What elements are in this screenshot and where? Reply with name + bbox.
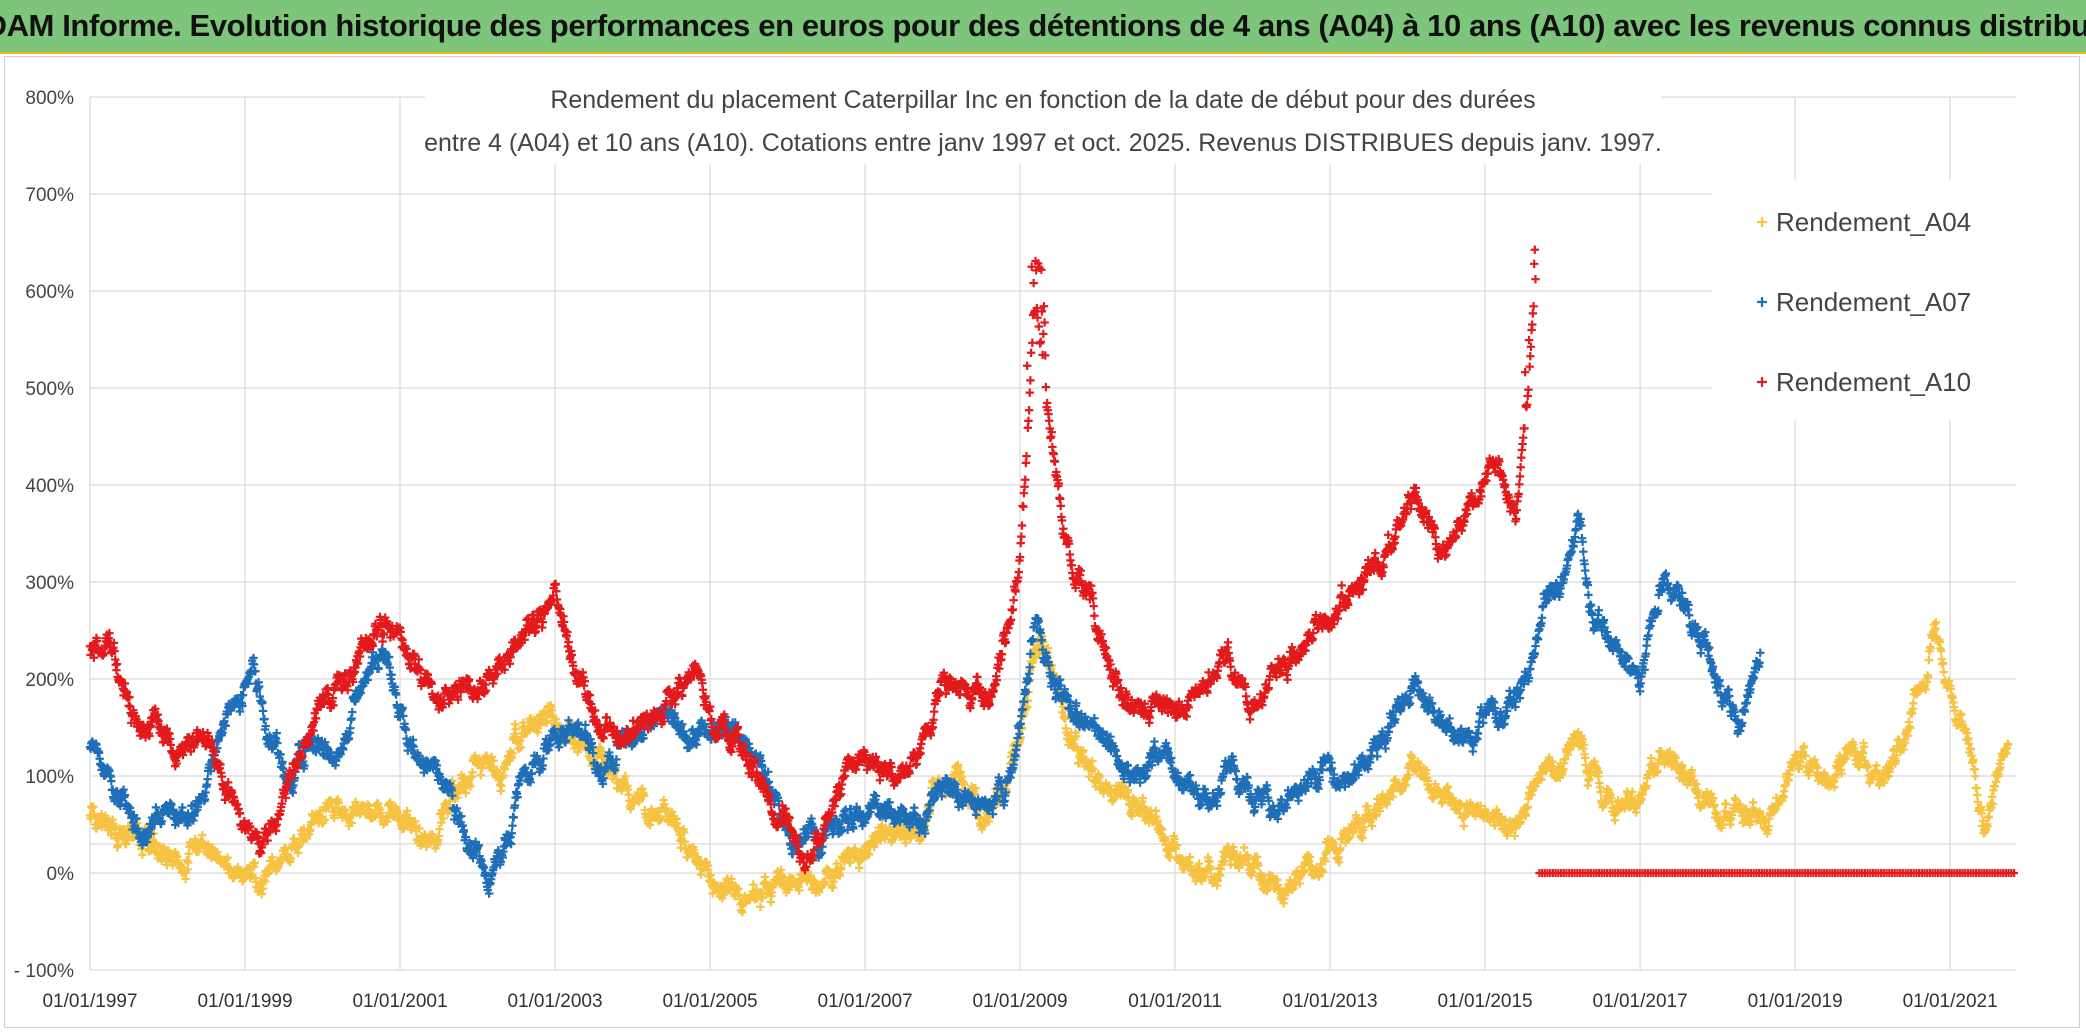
y-tick-label: 500% [25, 379, 74, 400]
banner-title: ADAM Informe. Evolution historique des p… [0, 8, 2086, 43]
data-point [191, 834, 200, 844]
data-point [98, 822, 107, 832]
y-tick-label: 200% [25, 670, 74, 691]
data-point [260, 877, 270, 886]
data-point [1748, 798, 1758, 807]
y-tick-label: 800% [25, 88, 74, 109]
data-point [509, 813, 518, 822]
y-tick-label: 0% [47, 864, 75, 885]
series-Rendement_A04 [85, 618, 2013, 917]
x-tick-label: 01/01/1997 [42, 991, 137, 1012]
x-axis-ticks: 01/01/1997 01/01/1999 01/01/2001 01/01/2003… [42, 991, 1997, 1012]
x-tick-label: 01/01/2001 [352, 991, 447, 1012]
x-tick-label: 01/01/2015 [1438, 991, 1533, 1012]
data-point [849, 824, 858, 833]
data-point [1459, 821, 1468, 831]
y-tick-label: 400% [25, 476, 74, 497]
data-point [1924, 655, 1934, 665]
data-point [340, 806, 350, 815]
data-point [138, 850, 147, 859]
data-point [168, 861, 177, 870]
data-point [334, 798, 343, 808]
data-point [1987, 792, 1997, 801]
data-point [223, 853, 232, 862]
data-point [315, 806, 325, 815]
x-tick-label: 01/01/2009 [973, 991, 1068, 1012]
data-point [1909, 699, 1918, 708]
y-tick-label: 300% [25, 573, 74, 594]
y-tick-label: 100% [25, 767, 74, 788]
data-point [258, 706, 268, 716]
data-point [1150, 737, 1159, 746]
data-point [508, 821, 517, 830]
data-point [258, 884, 268, 893]
x-tick-label: 01/01/1999 [197, 991, 292, 1012]
x-tick-label: 01/01/2019 [1748, 991, 1843, 1012]
data-point [1610, 816, 1620, 825]
y-tick-label: 700% [25, 185, 74, 206]
data-point [347, 818, 356, 828]
data-point [280, 843, 289, 852]
report-banner: ADAM Informe. Evolution historique des p… [0, 0, 2086, 54]
x-tick-label: 01/01/2013 [1283, 991, 1378, 1012]
series-Rendement_A07 [85, 509, 1765, 898]
x-tick-label: 01/01/2017 [1593, 991, 1688, 1012]
data-point [250, 858, 259, 867]
data-point [1971, 771, 1980, 781]
data-point [313, 811, 323, 820]
data-point [348, 707, 357, 717]
data-point [183, 858, 193, 867]
y-axis-ticks: 800% 700% 600% 500% 400% 300% 200% 100% 0% - 100% [14, 88, 74, 982]
data-point [1939, 667, 1948, 677]
x-tick-label: 01/01/2007 [818, 991, 913, 1012]
x-tick-label: 01/01/2021 [1903, 991, 1998, 1012]
y-tick-label: - 100% [14, 961, 74, 982]
data-points [85, 245, 2019, 917]
data-point [107, 776, 116, 786]
data-point [257, 889, 267, 899]
data-point [198, 830, 207, 840]
x-tick-label: 01/01/2005 [662, 991, 757, 1012]
data-point [1239, 843, 1249, 852]
data-point [320, 815, 329, 824]
data-point [476, 771, 485, 780]
y-tick-label: 600% [25, 282, 74, 303]
x-tick-label: 01/01/2003 [507, 991, 602, 1012]
chart-frame [4, 56, 2080, 1028]
data-point [286, 854, 296, 863]
data-point [756, 902, 765, 912]
data-point [260, 714, 269, 724]
x-tick-label: 01/01/2011 [1128, 991, 1222, 1012]
data-point [281, 844, 290, 854]
